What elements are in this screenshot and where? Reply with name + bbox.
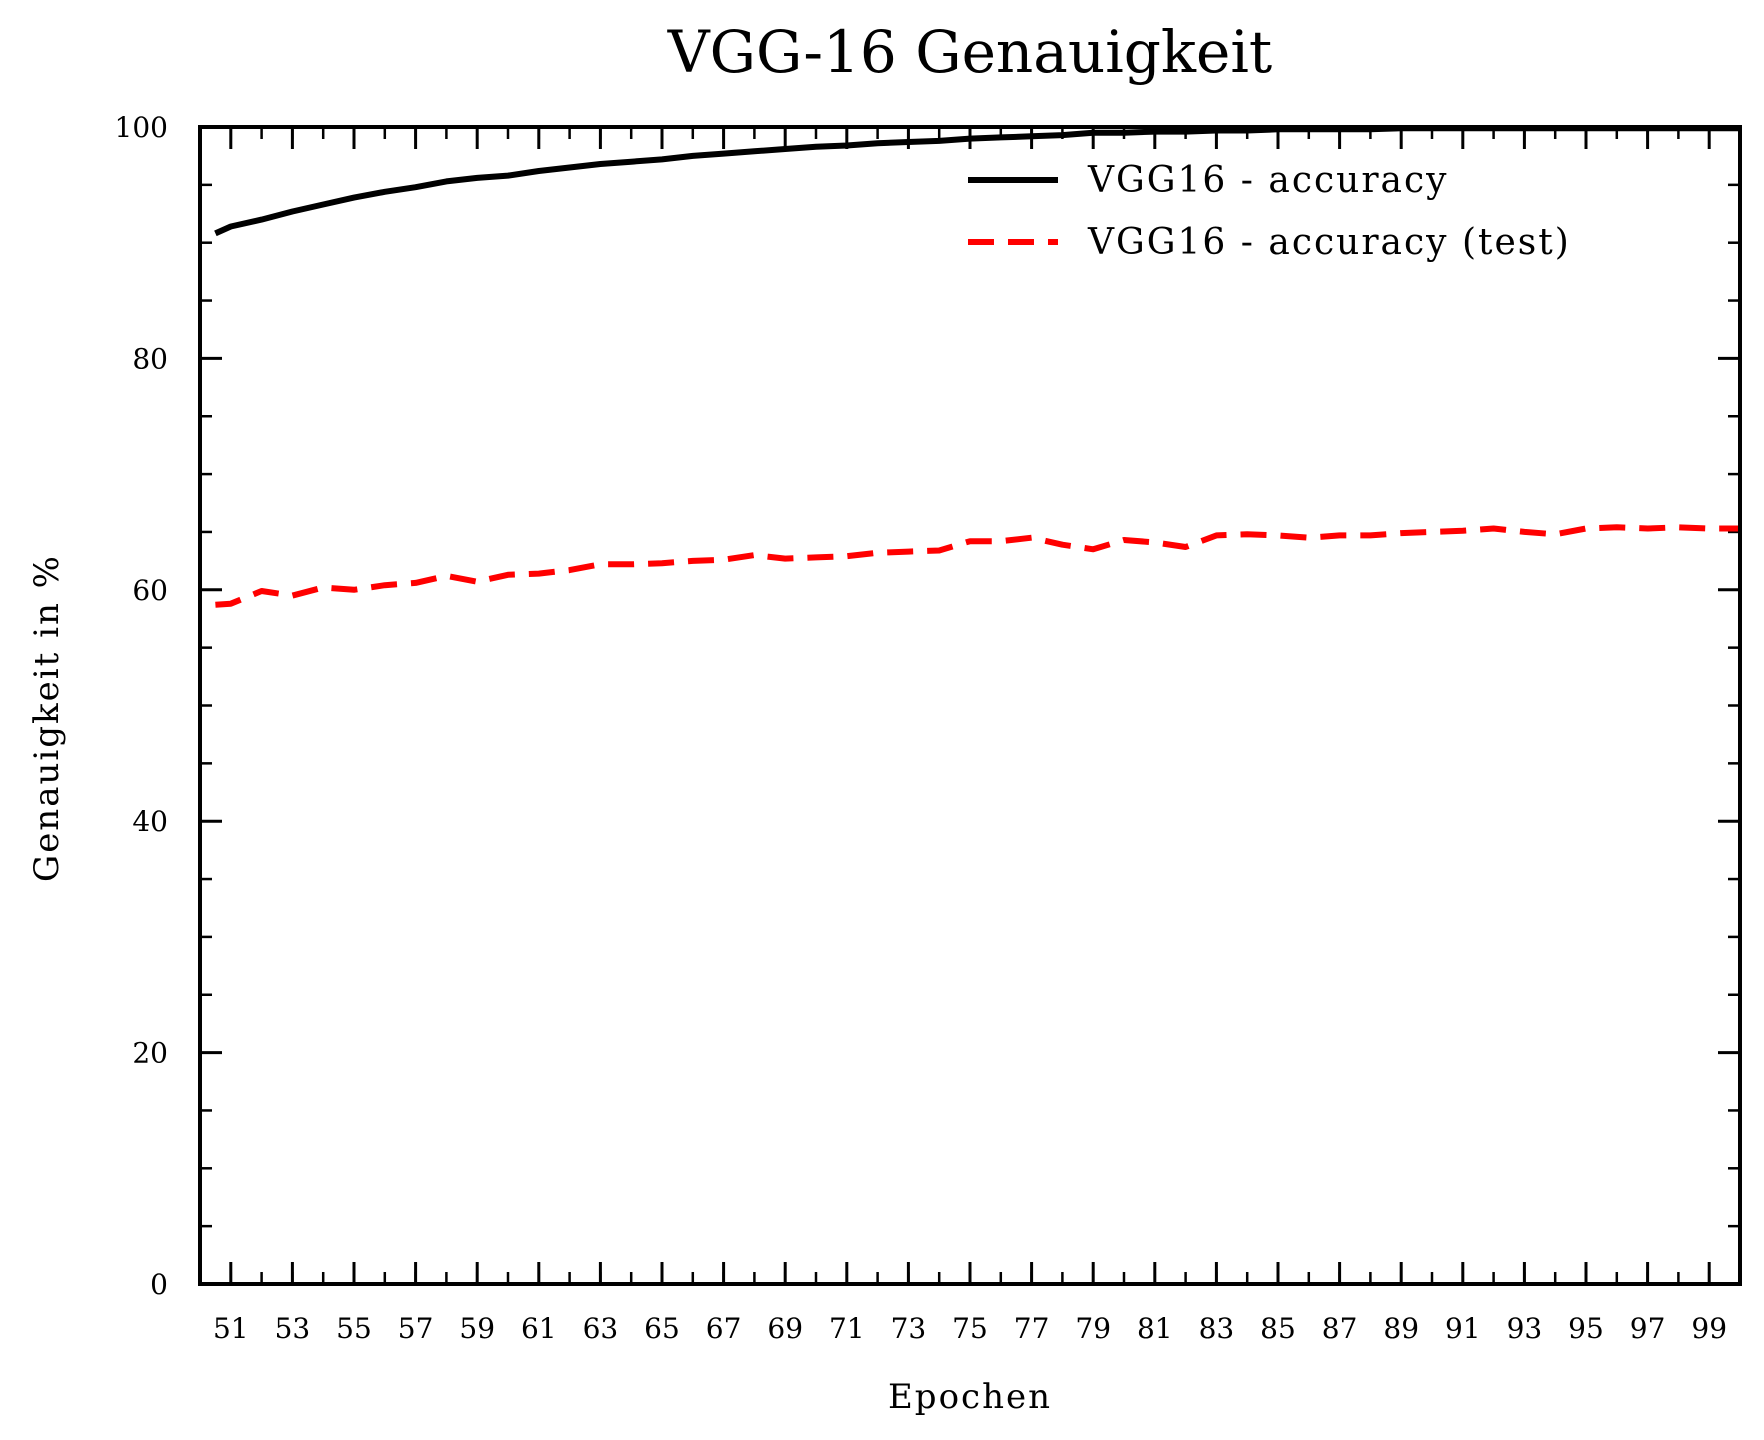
x-tick-label: 67 xyxy=(706,1312,742,1345)
x-tick-label: 91 xyxy=(1445,1312,1481,1345)
chart-title: VGG-16 Genauigkeit xyxy=(667,18,1272,86)
x-tick-label: 69 xyxy=(767,1312,803,1345)
y-tick-label: 40 xyxy=(132,805,168,838)
x-tick-label: 73 xyxy=(891,1312,927,1345)
y-tick-label: 80 xyxy=(132,342,168,375)
x-tick-label: 71 xyxy=(829,1312,865,1345)
x-tick-label: 93 xyxy=(1507,1312,1543,1345)
y-tick-label: 20 xyxy=(132,1037,168,1070)
x-axis-label: Epochen xyxy=(888,1377,1052,1417)
x-tick-label: 81 xyxy=(1137,1312,1173,1345)
x-tick-label: 85 xyxy=(1260,1312,1296,1345)
plot-frame xyxy=(198,125,1742,1286)
legend-label-2: VGG16 - accuracy (test) xyxy=(1087,222,1571,263)
x-tick-label: 57 xyxy=(398,1312,434,1345)
y-axis-label: Genauigkeit in % xyxy=(27,554,67,882)
x-tick-label: 51 xyxy=(213,1312,249,1345)
y-axis-ticks: 0 20 40 60 80 100 xyxy=(115,111,1740,1301)
y-tick-label: 60 xyxy=(132,574,168,607)
x-tick-label: 61 xyxy=(521,1312,557,1345)
x-tick-label: 83 xyxy=(1199,1312,1235,1345)
x-tick-label: 75 xyxy=(952,1312,988,1345)
x-tick-label: 77 xyxy=(1014,1312,1050,1345)
x-tick-label: 59 xyxy=(459,1312,495,1345)
x-tick-label: 55 xyxy=(336,1312,372,1345)
x-tick-label: 53 xyxy=(275,1312,311,1345)
x-tick-label: 79 xyxy=(1075,1312,1111,1345)
x-tick-label: 89 xyxy=(1383,1312,1419,1345)
x-axis-ticks: 51 53 55 57 59 61 63 65 67 69 71 73 75 77 79 81 83 85 87 89… xyxy=(213,127,1727,1345)
x-tick-label: 99 xyxy=(1691,1312,1727,1345)
x-tick-label: 63 xyxy=(583,1312,619,1345)
series-line-2 xyxy=(215,524,1740,608)
legend-label-1: VGG16 - accuracy xyxy=(1087,160,1449,201)
x-tick-label: 87 xyxy=(1322,1312,1358,1345)
y-tick-label: 100 xyxy=(115,111,168,144)
x-tick-label: 95 xyxy=(1568,1312,1604,1345)
y-tick-label: 0 xyxy=(150,1268,168,1301)
x-tick-label: 97 xyxy=(1630,1312,1666,1345)
x-tick-label: 65 xyxy=(644,1312,680,1345)
legend: VGG16 - accuracy VGG16 - accuracy (test) xyxy=(968,160,1571,263)
